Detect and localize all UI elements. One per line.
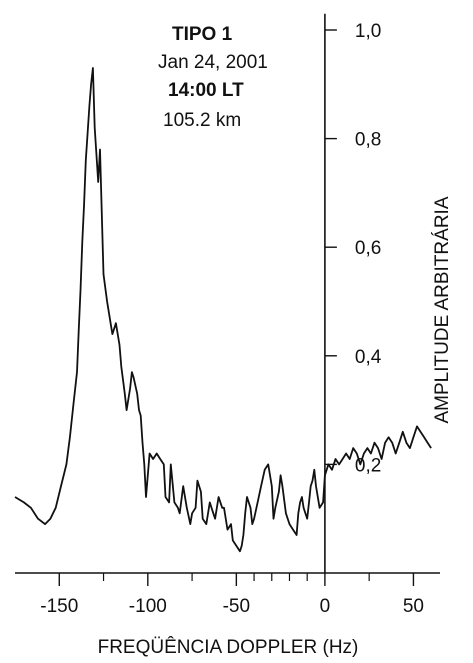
annotation-altitude: 105.2 km [163,110,241,131]
x-axis-title: FREQÜÊNCIA DOPPLER (Hz) [98,636,359,658]
chart-annotation: TIPO 1 Jan 24, 2001 14:00 LT 105.2 km [158,24,268,131]
ticks: -150 -100 -50 0 500,20,40,60,81,0 [40,21,424,617]
series-group [14,67,432,553]
y-tick-label: 1,0 [355,21,381,42]
annotation-type: TIPO 1 [172,24,233,45]
y-tick-label: 0,6 [355,238,381,259]
annotation-date: Jan 24, 2001 [158,52,268,73]
x-tick-label: -100 [129,596,167,617]
y-axis-title: AMPLITUDE ARBITRÁRIA [432,196,453,423]
y-tick-label: 0,4 [355,347,382,368]
x-tick-label: -150 [40,596,78,617]
x-tick-label: -50 [223,596,250,617]
spectrum-line [14,67,432,553]
y-tick-label: 0,8 [355,130,381,151]
annotation-time: 14:00 LT [168,80,244,101]
x-tick-label: 50 [403,596,424,617]
x-tick-label: 0 [320,596,331,617]
